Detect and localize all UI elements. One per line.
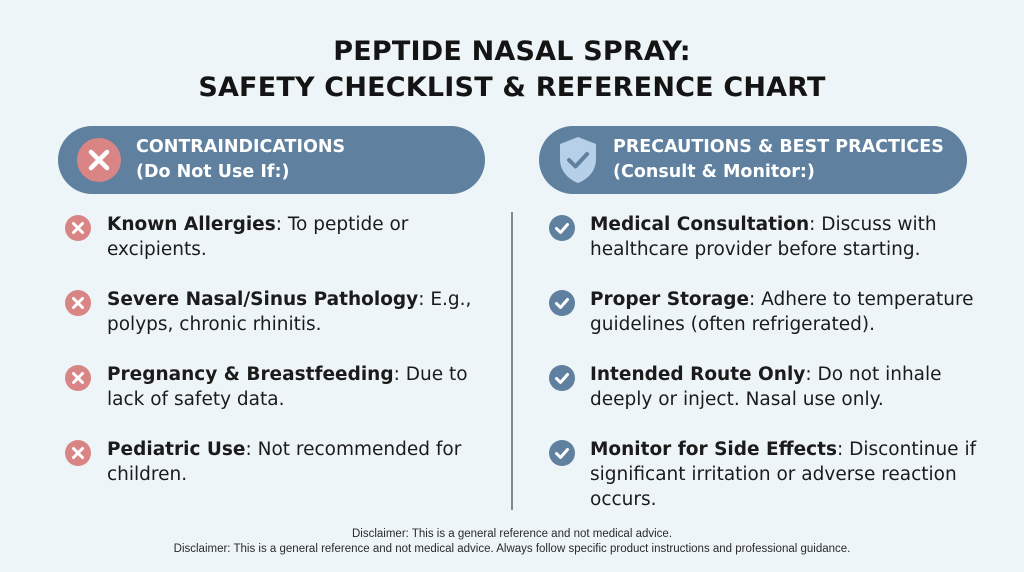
item-label: Known Allergies	[107, 214, 276, 235]
item-description: Adhere to temperature	[761, 289, 974, 310]
item-description: Not recommended for	[257, 439, 462, 460]
contraindications-heading: CONTRAINDICATIONS	[136, 137, 346, 157]
precautions-header: PRECAUTIONS & BEST PRACTICES (Consult & …	[539, 126, 967, 194]
x-circle-icon	[64, 214, 92, 242]
list-item: Intended Route Only: Do not inhale deepl…	[548, 362, 942, 412]
list-item: Pregnancy & Breastfeeding: Due to lack o…	[64, 362, 468, 412]
item-description: E.g.,	[430, 289, 472, 310]
item-description: To peptide or	[287, 214, 409, 235]
x-circle-icon	[64, 364, 92, 392]
item-description-cont: healthcare provider before starting.	[590, 239, 921, 260]
page-title: PEPTIDE NASAL SPRAY: SAFETY CHECKLIST & …	[0, 34, 1024, 106]
check-circle-icon	[548, 289, 576, 317]
column-divider	[511, 212, 513, 510]
item-description-cont: significant irritation or adverse reacti…	[590, 464, 957, 485]
item-description-cont: excipients.	[107, 239, 207, 260]
list-item: Known Allergies: To peptide or excipient…	[64, 212, 408, 262]
item-description: Discontinue if	[849, 439, 977, 460]
check-circle-icon	[548, 214, 576, 242]
item-label: Monitor for Side Effects	[590, 439, 837, 460]
item-label: Severe Nasal/Sinus Pathology	[107, 289, 419, 310]
item-description-cont: guidelines (often refrigerated).	[590, 314, 875, 335]
item-label: Pregnancy & Breastfeeding	[107, 364, 394, 385]
shield-check-icon	[557, 135, 599, 185]
list-item: Severe Nasal/Sinus Pathology: E.g., poly…	[64, 287, 471, 337]
contraindications-subheading: (Do Not Use If:)	[136, 162, 290, 182]
item-description-cont: deeply or inject. Nasal use only.	[590, 389, 884, 410]
x-circle-icon	[76, 137, 122, 183]
contraindications-header: CONTRAINDICATIONS (Do Not Use If:)	[58, 126, 485, 194]
list-item: Monitor for Side Effects: Discontinue if…	[548, 437, 976, 512]
precautions-subheading: (Consult & Monitor:)	[613, 162, 815, 182]
x-circle-icon	[64, 289, 92, 317]
item-description: Due to	[405, 364, 468, 385]
item-description-cont: polyps, chronic rhinitis.	[107, 314, 322, 335]
item-label: Proper Storage	[590, 289, 750, 310]
list-item: Proper Storage: Adhere to temperature gu…	[548, 287, 974, 337]
title-line-2: SAFETY CHECKLIST & REFERENCE CHART	[198, 72, 826, 103]
disclaimer-short: Disclaimer: This is a general reference …	[351, 528, 673, 540]
x-circle-icon	[64, 439, 92, 467]
item-description: Do not inhale	[817, 364, 942, 385]
item-description: Discuss with	[821, 214, 937, 235]
check-circle-icon	[548, 439, 576, 467]
item-label: Pediatric Use	[107, 439, 246, 460]
item-description-cont: children.	[107, 464, 188, 485]
title-line-1: PEPTIDE NASAL SPRAY:	[333, 36, 691, 67]
precautions-heading: PRECAUTIONS & BEST PRACTICES	[613, 137, 944, 157]
item-label: Intended Route Only	[590, 364, 806, 385]
disclaimer-full: Disclaimer: This is a general reference …	[173, 543, 851, 555]
item-description-cont-2: occurs.	[590, 489, 657, 510]
list-item: Medical Consultation: Discuss with healt…	[548, 212, 937, 262]
check-circle-icon	[548, 364, 576, 392]
item-description-cont: lack of safety data.	[107, 389, 285, 410]
item-label: Medical Consultation	[590, 214, 810, 235]
list-item: Pediatric Use: Not recommended for child…	[64, 437, 461, 487]
